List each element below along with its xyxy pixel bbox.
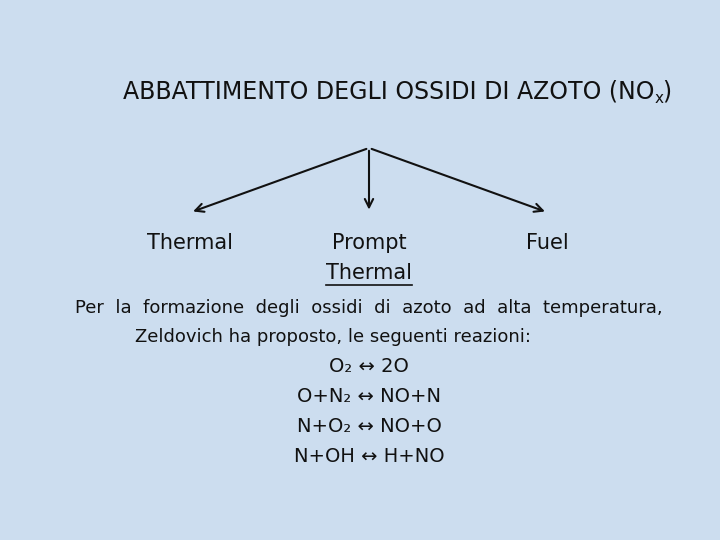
Text: Per  la  formazione  degli  ossidi  di  azoto  ad  alta  temperatura,: Per la formazione degli ossidi di azoto … bbox=[75, 299, 663, 317]
Text: ABBATTIMENTO DEGLI OSSIDI DI AZOTO (NO: ABBATTIMENTO DEGLI OSSIDI DI AZOTO (NO bbox=[124, 80, 655, 104]
Text: Zeldovich ha proposto, le seguenti reazioni:: Zeldovich ha proposto, le seguenti reazi… bbox=[135, 328, 531, 346]
Text: Thermal: Thermal bbox=[326, 262, 412, 283]
Text: Thermal: Thermal bbox=[148, 233, 233, 253]
Text: Prompt: Prompt bbox=[332, 233, 406, 253]
Text: Fuel: Fuel bbox=[526, 233, 569, 253]
Text: x: x bbox=[655, 91, 664, 106]
Text: N+O₂ ↔ NO+O: N+O₂ ↔ NO+O bbox=[297, 417, 441, 436]
Text: ): ) bbox=[662, 80, 671, 104]
Text: O₂ ↔ 2O: O₂ ↔ 2O bbox=[329, 357, 409, 376]
Text: O+N₂ ↔ NO+N: O+N₂ ↔ NO+N bbox=[297, 387, 441, 406]
Text: N+OH ↔ H+NO: N+OH ↔ H+NO bbox=[294, 447, 444, 465]
